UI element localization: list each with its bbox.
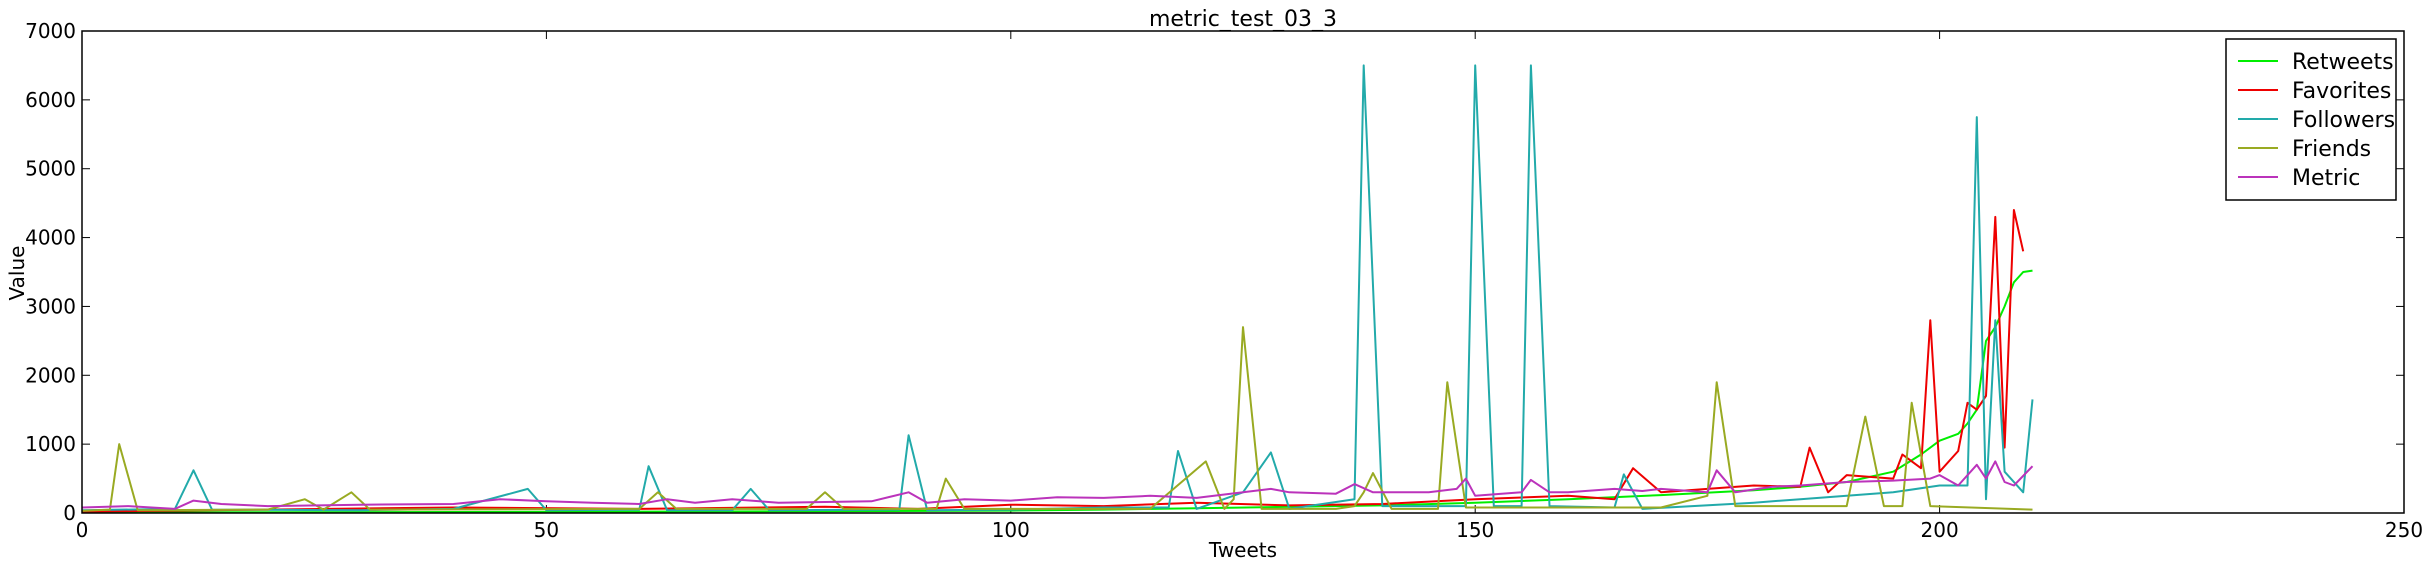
x-axis-label: Tweets [1208,538,1277,562]
series-line-friends [81,326,2033,512]
x-axis: 0 50 100 150 200 250 [76,31,2423,542]
y-tick-label: 3000 [25,294,76,318]
series-line-metric [81,460,2034,510]
y-axis-label: Value [5,246,29,301]
y-axis: 0 1000 2000 3000 4000 5000 6000 7000 [25,19,2404,525]
x-tick-label: 150 [1456,518,1494,542]
plot-frame [81,30,2405,514]
y-tick-label: 4000 [25,226,76,250]
legend-label: Metric [2292,166,2360,191]
plot-area [81,64,2034,514]
legend-label: Friends [2292,137,2371,162]
x-tick-label: 200 [1921,518,1959,542]
x-tick-label: 50 [534,518,559,542]
y-tick-label: 2000 [25,363,76,387]
series-line-followers [81,64,2034,512]
legend-label: Retweets [2292,50,2394,75]
y-tick-label: 7000 [25,19,76,43]
y-tick-label: 1000 [25,432,76,456]
legend-label: Followers [2292,108,2395,133]
legend: Retweets Favorites Followers Friends Metric [2225,38,2397,201]
y-tick-label: 6000 [25,88,76,112]
chart-title: metric_test_03_3 [1149,7,1337,32]
y-tick-label: 0 [63,501,76,525]
x-tick-label: 0 [76,518,89,542]
x-tick-label: 100 [992,518,1030,542]
series-line-favorites [81,209,2025,513]
y-tick-label: 5000 [25,157,76,181]
x-tick-label: 250 [2385,518,2423,542]
series-line-retweets [81,269,2033,514]
legend-label: Favorites [2292,79,2391,104]
